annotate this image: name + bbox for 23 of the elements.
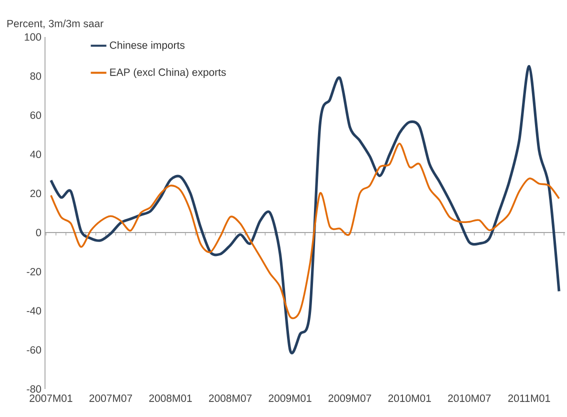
x-tick-label: 2008M01 <box>149 394 192 402</box>
x-tick-label: 2010M07 <box>448 394 491 402</box>
y-tick-label: 40 <box>30 150 42 158</box>
x-tick-label: 2009M01 <box>268 394 312 402</box>
line-series <box>50 142 560 318</box>
y-tick-label: -20 <box>26 268 42 276</box>
y-tick-label: 80 <box>30 72 42 80</box>
y-tick-label: 60 <box>30 112 42 119</box>
x-tick-label: 2010M01 <box>388 394 431 402</box>
y-tick-label: 20 <box>30 190 42 198</box>
y-tick-label: -60 <box>26 346 42 354</box>
y-tick-label: 100 <box>24 33 42 41</box>
x-tick-label: 2009M07 <box>328 394 372 402</box>
legend-label: EAP (excl China) exports <box>110 68 226 78</box>
x-tick-label: 2008M07 <box>209 394 252 402</box>
x-tick-label: 2011M01 <box>508 394 550 402</box>
x-tick-label: 2007M07 <box>89 394 132 402</box>
y-tick-label: 0 <box>36 228 42 236</box>
x-tick-label: 2007M01 <box>30 394 72 402</box>
y-axis-title: Percent, 3m/3m saar <box>7 20 104 28</box>
y-tick-label: -80 <box>26 385 42 393</box>
y-tick-label: -40 <box>26 307 42 314</box>
legend-label: Chinese imports <box>110 41 185 51</box>
